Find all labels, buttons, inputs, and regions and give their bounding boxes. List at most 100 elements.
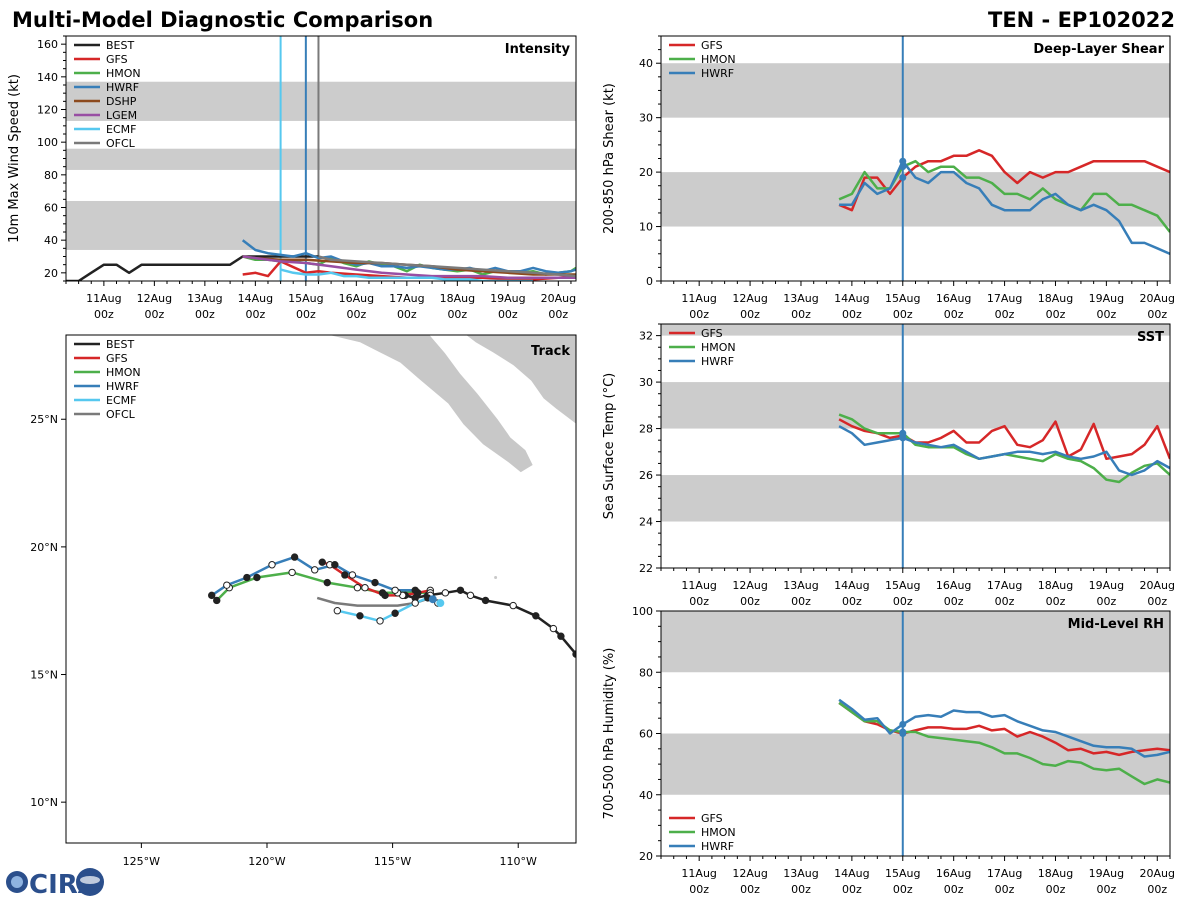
shear-xtick-hour-5: 00z bbox=[944, 308, 964, 321]
shear-plot-area bbox=[661, 36, 1170, 281]
legend-label-dshp: DSHP bbox=[106, 95, 137, 108]
intensity-ytick-label-2: 60 bbox=[44, 202, 58, 215]
shear-ylabel: 200-850 hPa Shear (kt) bbox=[602, 83, 617, 234]
intensity-xtick-hour-9: 00z bbox=[548, 308, 568, 321]
legend-label-gfs: GFS bbox=[106, 53, 128, 66]
track-ecmf-marker bbox=[436, 599, 445, 608]
track-point-ecmf bbox=[333, 606, 342, 615]
track-point-hmon bbox=[323, 578, 331, 587]
legend-label-ecmf: ECMF bbox=[106, 123, 136, 136]
track-ytick-label-2: 20°N bbox=[30, 541, 58, 554]
rh-title: Mid-Level RH bbox=[1068, 617, 1164, 632]
legend-label-ofcl: OFCL bbox=[106, 137, 136, 150]
intensity-xtick-day-0: 11Aug bbox=[86, 292, 121, 305]
rh-marker-hwrf bbox=[899, 720, 907, 728]
shear-ytick-label-0: 0 bbox=[646, 275, 653, 288]
sst-ytick-label-2: 26 bbox=[639, 469, 653, 482]
shear-xtick-hour-7: 00z bbox=[1046, 308, 1066, 321]
rh-xtick-hour-2: 00z bbox=[791, 883, 811, 896]
intensity-xtick-day-7: 18Aug bbox=[440, 292, 475, 305]
intensity-xtick-day-3: 14Aug bbox=[238, 292, 273, 305]
intensity-xtick-hour-5: 00z bbox=[346, 308, 366, 321]
intensity-xtick-hour-3: 00z bbox=[245, 308, 265, 321]
shear-series-gfs bbox=[838, 149, 1170, 212]
legend-label-hmon: HMON bbox=[701, 341, 736, 354]
intensity-series-lgem bbox=[242, 255, 576, 279]
intensity-band-2 bbox=[66, 81, 576, 121]
intensity-ytick-label-5: 120 bbox=[37, 104, 58, 117]
shear-xtick-day-3: 14Aug bbox=[834, 292, 869, 305]
shear-ytick-label-4: 40 bbox=[639, 57, 653, 70]
intensity-panel: 20 40 60 80 100 120 140 160 11Aug 00z 12Aug 00z 13Au… bbox=[7, 35, 577, 321]
rh-marker-hmon bbox=[899, 728, 907, 736]
legend-label-gfs: GFS bbox=[701, 812, 723, 825]
track-land-baja bbox=[325, 335, 534, 474]
shear-xtick-hour-4: 00z bbox=[893, 308, 913, 321]
track-island-socorro bbox=[494, 576, 498, 580]
sst-xtick-day-8: 19Aug bbox=[1089, 579, 1124, 592]
rh-xtick-hour-8: 00z bbox=[1096, 883, 1116, 896]
intensity-xtick-hour-7: 00z bbox=[447, 308, 467, 321]
rh-ytick-label-4: 100 bbox=[632, 605, 653, 618]
shear-xtick-day-7: 18Aug bbox=[1038, 292, 1073, 305]
rh-series-hwrf bbox=[838, 698, 1170, 758]
logo-swoosh-icon bbox=[80, 876, 100, 884]
sst-series-hwrf bbox=[838, 425, 1170, 477]
sst-xtick-hour-0: 00z bbox=[689, 595, 709, 608]
intensity-xtick-day-1: 12Aug bbox=[137, 292, 172, 305]
shear-xtick-hour-0: 00z bbox=[689, 308, 709, 321]
track-point-best bbox=[532, 612, 540, 620]
rh-plot-area bbox=[661, 611, 1170, 856]
track-point-hwrf bbox=[268, 561, 276, 569]
intensity-xtick-hour-2: 00z bbox=[195, 308, 215, 321]
rh-xtick-day-2: 13Aug bbox=[783, 867, 818, 880]
track-ytick-label-3: 25°N bbox=[30, 413, 58, 426]
rh-xtick-hour-3: 00z bbox=[842, 883, 862, 896]
sst-xtick-day-2: 13Aug bbox=[783, 579, 818, 592]
shear-xtick-hour-2: 00z bbox=[791, 308, 811, 321]
sst-xtick-hour-9: 00z bbox=[1147, 595, 1167, 608]
intensity-ytick-label-7: 160 bbox=[37, 38, 58, 51]
intensity-series-best bbox=[66, 255, 319, 281]
intensity-series-hwrf bbox=[241, 239, 576, 275]
intensity-xtick-hour-8: 00z bbox=[498, 308, 518, 321]
rh-xtick-day-6: 17Aug bbox=[987, 867, 1022, 880]
rh-xtick-day-5: 16Aug bbox=[936, 867, 971, 880]
sst-band-0 bbox=[661, 475, 1170, 522]
intensity-xtick-day-2: 13Aug bbox=[187, 292, 222, 305]
legend-label-hwrf: HWRF bbox=[701, 840, 734, 853]
track-point-hmon bbox=[213, 596, 221, 605]
sst-band-1 bbox=[661, 382, 1170, 429]
shear-panel: 0 10 20 30 40 11Aug 00z 12Aug 00z 13Aug 00z 14Aug 00… bbox=[602, 35, 1175, 321]
track-point-ecmf bbox=[376, 617, 384, 625]
intensity-series-gfs bbox=[242, 260, 576, 281]
sst-ytick-label-3: 28 bbox=[639, 423, 653, 436]
sst-panel: 22 24 26 28 30 32 11Aug 00z 12Aug 00z 13Aug 00z 14Au… bbox=[602, 323, 1175, 608]
intensity-xtick-hour-1: 00z bbox=[144, 308, 164, 321]
track-ytick-label-1: 15°N bbox=[30, 669, 58, 682]
intensity-ytick-label-1: 40 bbox=[44, 234, 58, 247]
sst-xtick-day-3: 14Aug bbox=[834, 579, 869, 592]
legend-label-hwrf: HWRF bbox=[106, 380, 139, 393]
rh-xtick-day-8: 19Aug bbox=[1089, 867, 1124, 880]
intensity-series-ecmf bbox=[280, 268, 534, 281]
sst-ytick-label-4: 30 bbox=[639, 376, 653, 389]
sst-xtick-hour-5: 00z bbox=[944, 595, 964, 608]
intensity-xtick-day-5: 16Aug bbox=[339, 292, 374, 305]
track-point-best bbox=[557, 632, 565, 640]
rh-xtick-day-0: 11Aug bbox=[681, 867, 716, 880]
track-point-hwrf bbox=[243, 573, 251, 582]
sst-xtick-day-0: 11Aug bbox=[681, 579, 716, 592]
sst-plot-area bbox=[661, 324, 1170, 568]
sst-series-gfs bbox=[838, 418, 1170, 461]
sst-ytick-label-5: 32 bbox=[639, 330, 653, 343]
legend-label-lgem: LGEM bbox=[106, 109, 137, 122]
shear-band-1 bbox=[661, 63, 1170, 118]
track-point-hwrf bbox=[311, 566, 319, 574]
track-xtick-label-0: 125°W bbox=[123, 855, 160, 868]
sst-xtick-hour-3: 00z bbox=[842, 595, 862, 608]
rh-xtick-hour-6: 00z bbox=[995, 883, 1015, 896]
track-point-hwrf bbox=[208, 591, 216, 600]
intensity-ytick-label-4: 100 bbox=[37, 136, 58, 149]
shear-xtick-day-8: 19Aug bbox=[1089, 292, 1124, 305]
